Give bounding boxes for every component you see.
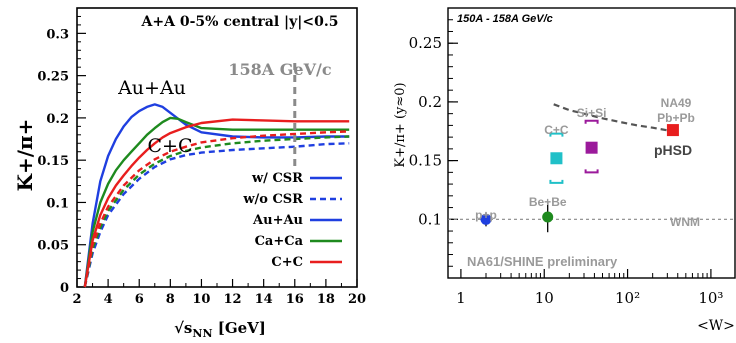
right-y-tick-label: 0.2 bbox=[418, 93, 442, 111]
left-y-tick-label: 0.3 bbox=[46, 27, 69, 42]
label-p-p: p+p bbox=[475, 208, 497, 222]
left-y-tick-label: 0.05 bbox=[37, 239, 69, 254]
curve-au-au bbox=[83, 103, 350, 288]
right-x-tick-label: 10² bbox=[615, 289, 640, 307]
x-label-unit: [GeV] bbox=[213, 319, 266, 337]
left-x-tick-label: 6 bbox=[135, 292, 144, 307]
right-y-tick-label: 0.1 bbox=[418, 210, 442, 228]
curve-ca-ca bbox=[83, 116, 350, 288]
right-axes: 1 10 10² 10³ 0.1 0.15 0.2 0.25 bbox=[409, 19, 723, 307]
label-na49: NA49 bbox=[661, 96, 692, 110]
left-x-tick-label: 8 bbox=[166, 292, 175, 307]
right-x-tick-label: 1 bbox=[456, 289, 466, 307]
curve-c-c bbox=[83, 118, 350, 288]
sys-bracket-hi-si-si bbox=[584, 119, 599, 124]
sys-bracket-hi-c-c bbox=[549, 132, 564, 137]
left-y-tick-label: 0.2 bbox=[46, 112, 69, 127]
left-legend: w/ CSR w/o CSR Au+Au Ca+Ca C+C bbox=[242, 171, 342, 270]
left-axes: 2 4 6 8 10 12 14 16 18 20 0 0.05 0.1 0.15 0.2 0.25 0.3 bbox=[37, 7, 366, 307]
c-c-curve-label: C+C bbox=[148, 135, 193, 157]
collaboration-label: NA61/SHINE preliminary bbox=[467, 254, 618, 269]
left-curves bbox=[83, 103, 350, 288]
legend-label: w/ CSR bbox=[251, 171, 303, 186]
left-plot-frame bbox=[76, 7, 358, 288]
point-si-si bbox=[585, 141, 598, 154]
left-x-tick-label: 20 bbox=[348, 292, 366, 307]
left-x-tick-label: 14 bbox=[255, 292, 273, 307]
sys-bracket-lo-c-c bbox=[549, 179, 564, 184]
x-label-sub: NN bbox=[192, 327, 212, 340]
point-p-p bbox=[480, 213, 492, 225]
label-c-c: C+C bbox=[544, 123, 569, 137]
point-na49-pb-pb bbox=[666, 124, 679, 137]
legend-label: Au+Au bbox=[252, 213, 303, 228]
right-plot-frame bbox=[447, 7, 736, 279]
left-y-tick-label: 0.1 bbox=[46, 196, 69, 211]
left-x-tick-label: 16 bbox=[286, 292, 304, 307]
curve-ca-ca-w-o-csr bbox=[83, 135, 350, 288]
label-si-si: Si+Si bbox=[577, 106, 607, 120]
left-x-tick-label: 4 bbox=[104, 292, 113, 307]
sys-bracket-lo-si-si bbox=[584, 169, 599, 174]
legend-label: w/o CSR bbox=[242, 192, 303, 207]
left-y-tick-label: 0.25 bbox=[37, 70, 69, 85]
left-x-tick-label: 2 bbox=[72, 292, 81, 307]
beam-energy-annotation: 158A GeV/c bbox=[228, 60, 331, 79]
wnm-label: WNM bbox=[670, 215, 700, 229]
right-y-tick-label: 0.15 bbox=[409, 152, 442, 170]
left-x-tick-label: 18 bbox=[317, 292, 335, 307]
left-chart: 2 4 6 8 10 12 14 16 18 20 0 0.05 0.1 0.15 0.2 0.25 0.3 A… bbox=[13, 7, 366, 340]
curve-au-au-w-o-csr bbox=[83, 142, 350, 288]
legend-label: C+C bbox=[271, 255, 303, 270]
legend-label: Ca+Ca bbox=[255, 234, 304, 249]
curve-c-c-w-o-csr bbox=[83, 130, 350, 288]
point-c-c bbox=[550, 152, 563, 165]
left-y-axis-label: K+/π+ bbox=[13, 119, 37, 192]
right-x-axis-label: <W> bbox=[697, 318, 735, 334]
left-chart-title: A+A 0-5% central |y|<0.5 bbox=[141, 14, 339, 30]
x-label-main: √s bbox=[174, 319, 192, 337]
label-be-be: Be+Be bbox=[529, 195, 567, 209]
point-be-be bbox=[542, 211, 554, 223]
right-chart: 1 10 10² 10³ 0.1 0.15 0.2 0.25 p+p Be+Be C+C Si+Si… bbox=[393, 7, 736, 334]
right-x-tick-label: 10 bbox=[535, 289, 554, 307]
phsd-model-line bbox=[553, 103, 674, 133]
left-x-tick-label: 10 bbox=[192, 292, 210, 307]
left-y-tick-label: 0 bbox=[60, 281, 69, 296]
left-y-tick-label: 0.15 bbox=[37, 154, 69, 169]
left-x-tick-label: 12 bbox=[224, 292, 242, 307]
label-pb-pb: Pb+Pb bbox=[657, 111, 695, 125]
phsd-label: pHSD bbox=[654, 142, 692, 158]
right-y-axis-label: K+/π+ (y≈0) bbox=[393, 82, 408, 167]
au-au-curve-label: Au+Au bbox=[117, 77, 186, 99]
left-x-axis-label: √sNN [GeV] bbox=[174, 319, 266, 340]
right-chart-title: 150A - 158A GeV/c bbox=[457, 13, 553, 25]
right-y-tick-label: 0.25 bbox=[409, 34, 442, 52]
right-x-tick-label: 10³ bbox=[698, 289, 723, 307]
